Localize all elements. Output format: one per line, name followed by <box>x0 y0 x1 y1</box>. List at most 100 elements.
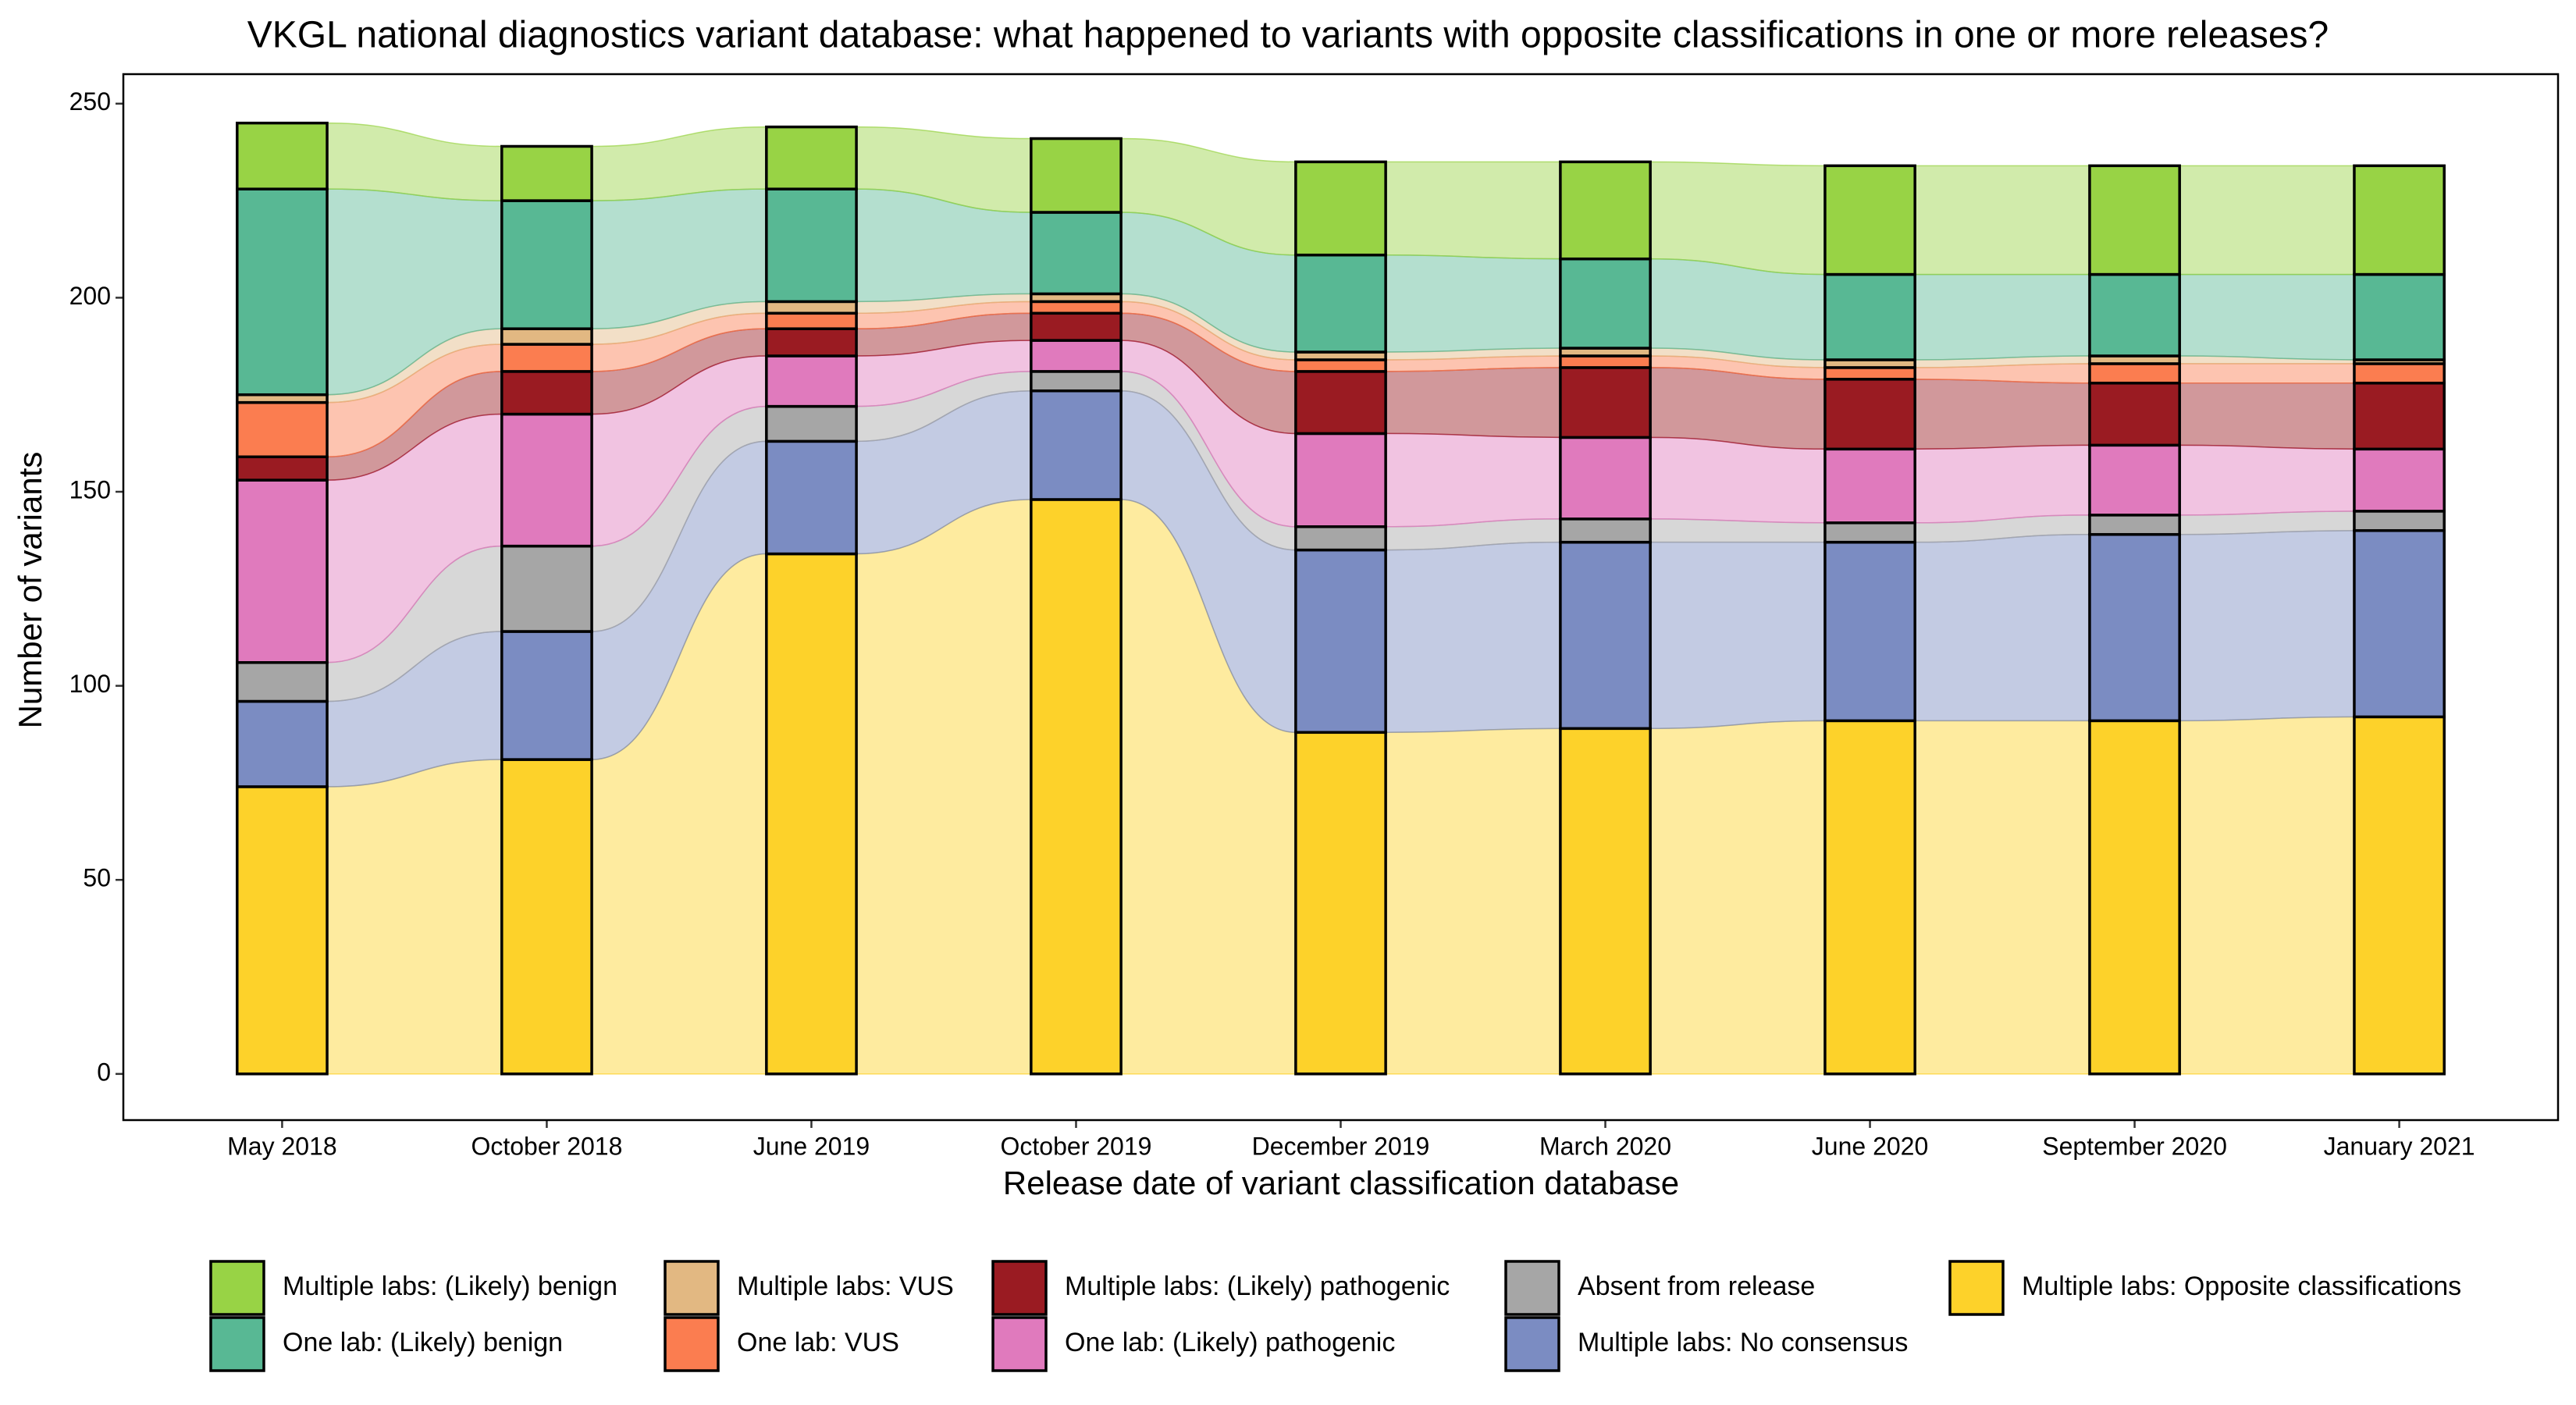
y-tick-label: 250 <box>69 87 111 116</box>
flow <box>1385 432 1561 528</box>
bar-segment <box>1823 447 1916 525</box>
bar-segment <box>2088 719 2181 1076</box>
bar-segment <box>2353 382 2446 451</box>
bar-segment <box>500 370 593 416</box>
bar-segment <box>2088 514 2181 536</box>
bar-segment <box>500 343 593 373</box>
x-tick-label: September 2020 <box>2042 1132 2227 1160</box>
flow <box>1914 273 2090 361</box>
bar-segment <box>2088 443 2181 517</box>
bar-segment <box>2353 164 2446 276</box>
flow <box>2179 363 2355 384</box>
bar-segment <box>1030 137 1123 214</box>
bar-segment <box>1559 257 1652 350</box>
legend-key <box>664 1260 720 1316</box>
bar-segment <box>236 661 329 703</box>
x-tick-label: October 2018 <box>471 1132 622 1160</box>
y-tick-label: 150 <box>69 475 111 503</box>
bar-segment <box>236 400 329 459</box>
bar-segment <box>1823 366 1916 381</box>
bar-segment <box>1559 540 1652 731</box>
flow <box>2179 716 2355 1075</box>
legend-label: Multiple labs: (Likely) benign <box>283 1272 617 1301</box>
bar-segment <box>1030 300 1123 315</box>
y-tick-label: 100 <box>69 670 111 698</box>
bar-segment <box>1823 719 1916 1076</box>
x-tick-label: June 2019 <box>753 1132 870 1160</box>
flow <box>1385 541 1561 734</box>
bar-segment <box>1030 389 1123 501</box>
bar-segment <box>1294 548 1387 735</box>
legend-key <box>209 1316 265 1372</box>
flow <box>326 759 503 1075</box>
flow <box>1914 165 2090 276</box>
flow <box>1649 161 1826 276</box>
bar-segment <box>765 552 858 1076</box>
bar-segment <box>2088 362 2181 385</box>
bar-segment <box>1030 370 1123 393</box>
flow <box>1385 161 1561 260</box>
legend-label: Absent from release <box>1578 1272 1815 1301</box>
bar-segment <box>500 412 593 548</box>
bar-segment <box>236 699 329 788</box>
flow <box>1914 533 2090 722</box>
bar-segment <box>1559 436 1652 521</box>
legend-label: One lab: VUS <box>737 1328 899 1357</box>
bar-segment <box>236 187 329 397</box>
bar-segment <box>500 144 593 202</box>
flow <box>1385 727 1561 1075</box>
legend-label: Multiple labs: No consensus <box>1578 1328 1908 1357</box>
bar-segment <box>500 199 593 330</box>
bar-segment <box>1559 727 1652 1076</box>
bar-segment <box>1294 432 1387 528</box>
flow <box>1649 367 1826 450</box>
bar-segment <box>765 125 858 190</box>
flow <box>1914 379 2090 450</box>
bar-segment <box>1823 164 1916 276</box>
bar-segment <box>1030 311 1123 342</box>
bar-segment <box>2088 272 2181 357</box>
bar-segment <box>1559 366 1652 439</box>
x-tick-label: May 2018 <box>227 1132 337 1160</box>
bar-segment <box>1030 498 1123 1076</box>
flow <box>2179 382 2355 450</box>
panel-border <box>122 73 2560 1122</box>
bar-segment <box>2353 528 2446 719</box>
flow <box>1649 541 1826 730</box>
flow <box>1385 254 1561 353</box>
y-axis-title: Number of variants <box>12 452 48 729</box>
bar-segment <box>765 404 858 443</box>
bar-segment <box>236 121 329 190</box>
flow <box>326 122 503 201</box>
bar-segment <box>1823 272 1916 361</box>
bar-segment <box>1294 253 1387 354</box>
x-tick-label: June 2020 <box>1812 1132 1928 1160</box>
bar-segment <box>2088 164 2181 276</box>
bar-segment <box>1294 731 1387 1076</box>
x-tick-label: January 2021 <box>2324 1132 2475 1160</box>
bar-segment <box>765 311 858 330</box>
y-tick-label: 200 <box>69 282 111 310</box>
y-tick-label: 50 <box>83 864 111 892</box>
flow <box>856 499 1032 1075</box>
legend-label: Multiple labs: Opposite classifications <box>2022 1272 2461 1301</box>
bar-segment <box>2353 447 2446 513</box>
x-tick-label: December 2019 <box>1252 1132 1430 1160</box>
legend-label: One lab: (Likely) benign <box>283 1328 563 1357</box>
bar-segment <box>1823 521 1916 544</box>
legend-label: Multiple labs: (Likely) pathogenic <box>1065 1272 1450 1301</box>
bar-segment <box>500 327 593 346</box>
chart-title: VKGL national diagnostics variant databa… <box>247 15 2329 56</box>
bar-segment <box>765 187 858 304</box>
bar-segment <box>500 630 593 761</box>
legend-key <box>209 1260 265 1316</box>
legend-key <box>664 1316 720 1372</box>
bar-segment <box>1823 540 1916 723</box>
y-tick-label: 0 <box>97 1058 111 1086</box>
flow <box>2179 165 2355 276</box>
legend-label: Multiple labs: VUS <box>737 1272 954 1301</box>
bar-segment <box>1823 378 1916 451</box>
flow <box>1649 720 1826 1075</box>
legend-key <box>991 1316 1048 1372</box>
